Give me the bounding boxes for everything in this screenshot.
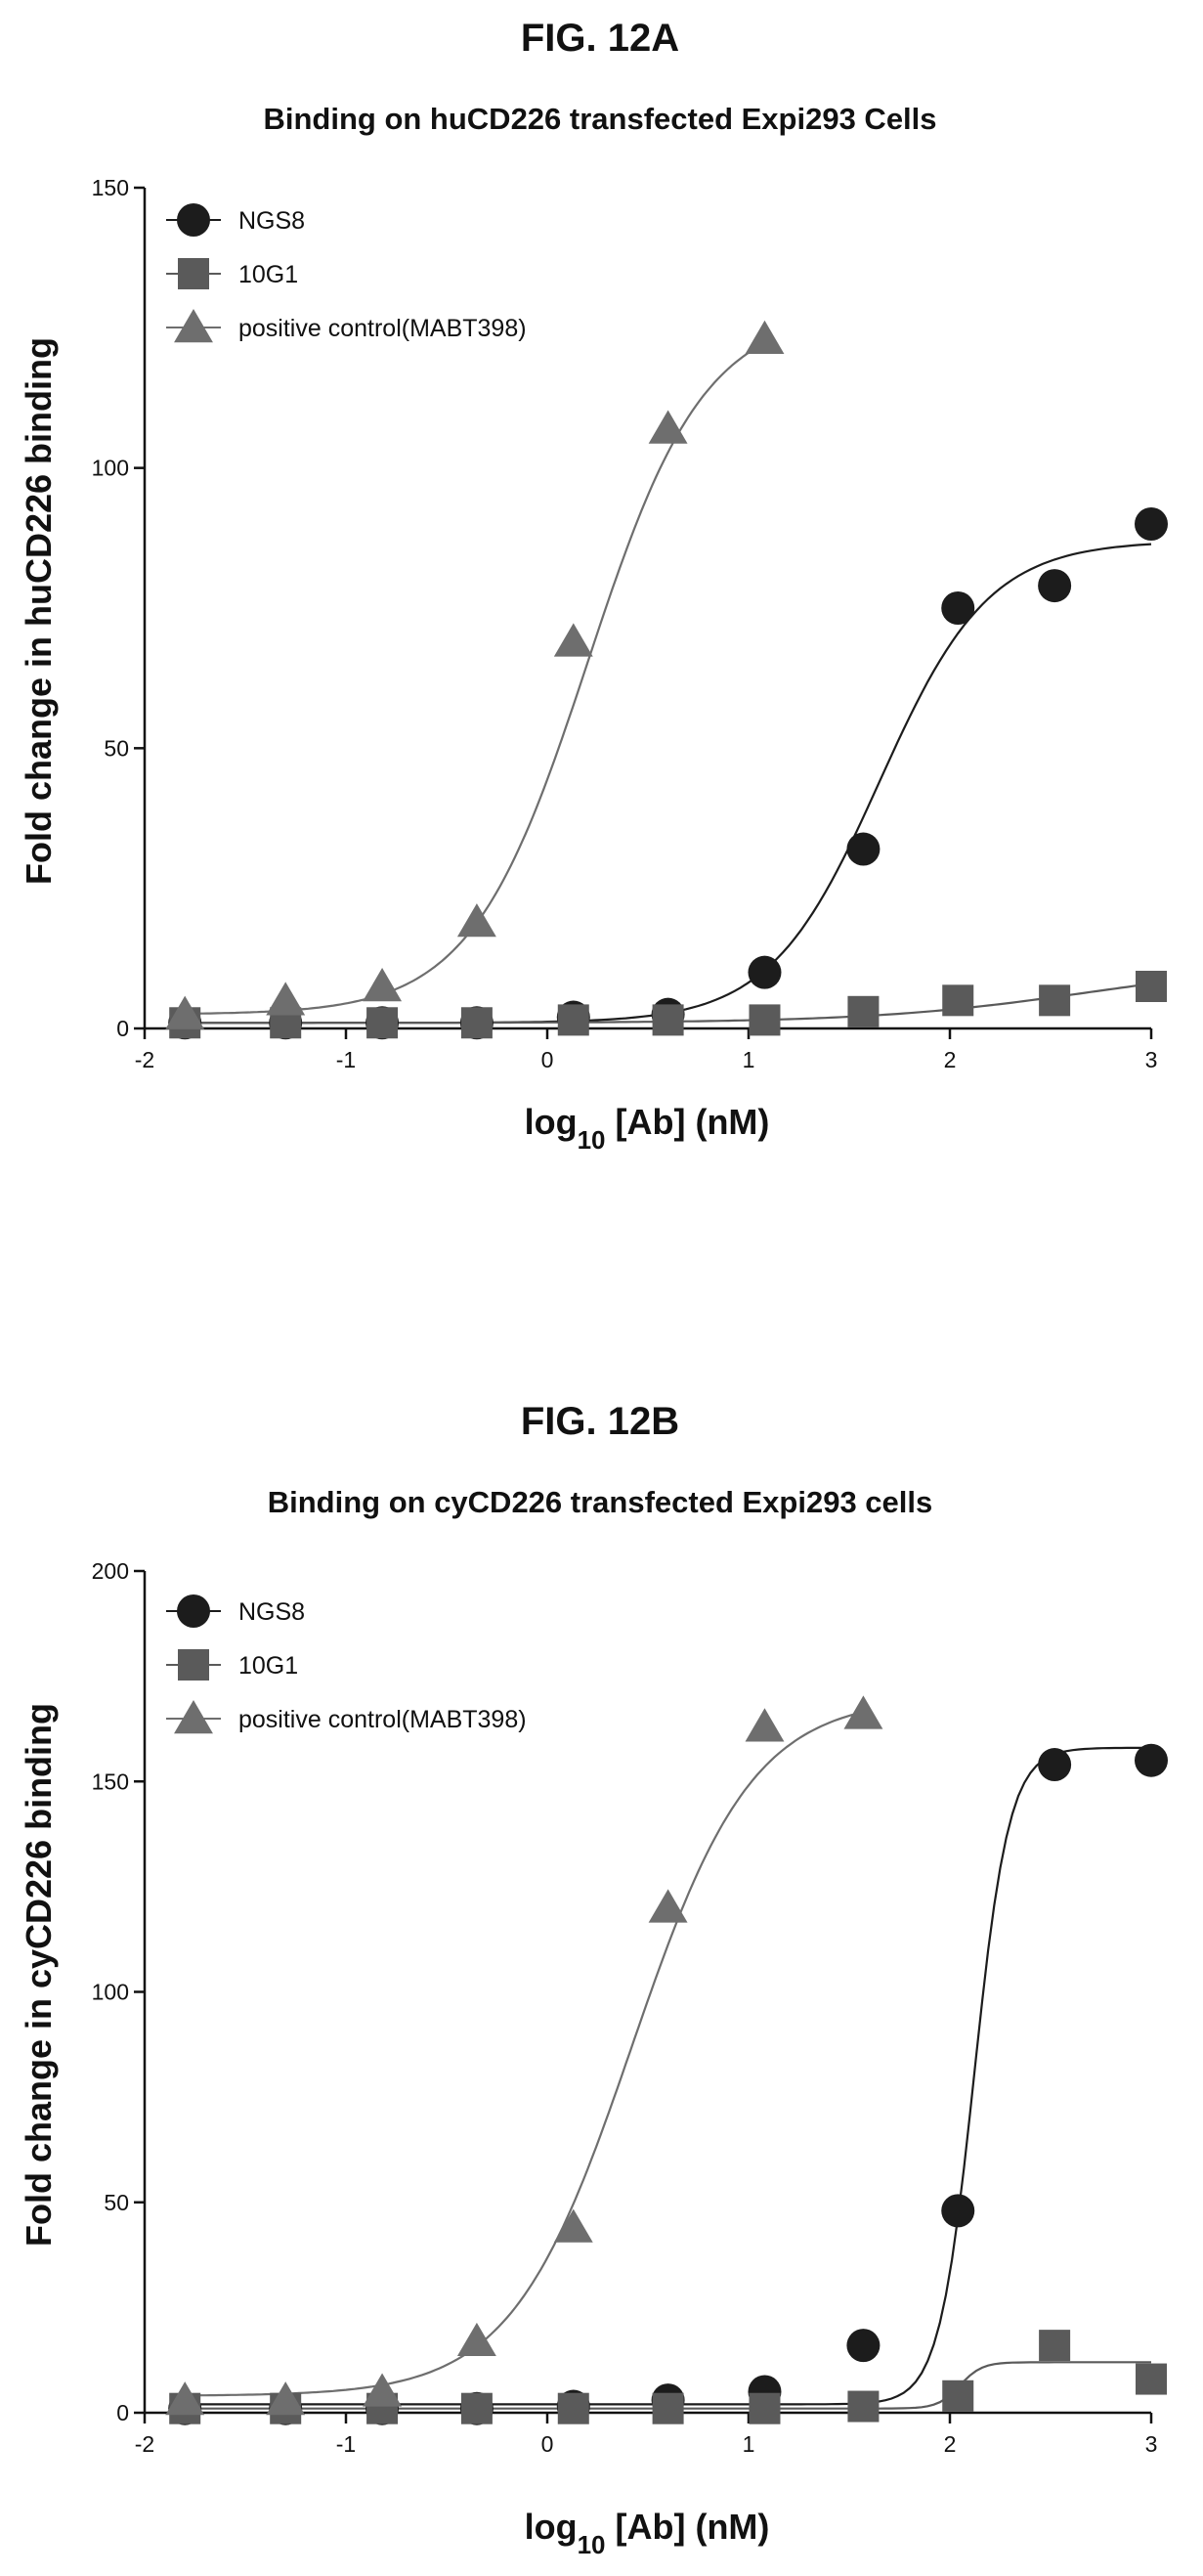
data-point-square xyxy=(557,2392,589,2424)
data-point-circle xyxy=(941,591,975,625)
data-point-square xyxy=(942,2380,974,2412)
x-axis-label-subscript: 10 xyxy=(578,1125,606,1155)
x-tick-label: 0 xyxy=(541,1047,554,1072)
chart-title: Binding on cyCD226 transfected Expi293 c… xyxy=(268,1485,933,1519)
data-point-circle xyxy=(1038,569,1072,603)
data-point-square xyxy=(460,1007,493,1039)
y-tick-label: 200 xyxy=(92,1558,129,1584)
y-tick-label: 150 xyxy=(92,175,129,200)
y-axis-label: Fold change in cyCD226 binding xyxy=(19,1703,59,2247)
x-tick-label: 3 xyxy=(1145,2431,1158,2457)
legend-label: NGS8 xyxy=(238,1598,305,1626)
legend-circle-icon xyxy=(177,1594,210,1628)
data-point-square xyxy=(749,2392,781,2424)
legend-label: 10G1 xyxy=(238,261,298,288)
y-tick-label: 0 xyxy=(116,2400,129,2425)
data-point-circle xyxy=(1135,507,1168,541)
legend-triangle-icon xyxy=(174,1700,213,1734)
data-point-square xyxy=(652,1004,684,1036)
x-axis-label-log: log xyxy=(525,2507,578,2547)
data-point-circle xyxy=(1038,1748,1072,1782)
data-point-square xyxy=(1136,971,1167,1002)
legend-square-icon xyxy=(178,1649,209,1681)
y-tick-label: 50 xyxy=(104,735,129,761)
y-tick-label: 100 xyxy=(92,456,129,481)
data-point-circle xyxy=(1135,1743,1168,1777)
chart-panel-12a: FIG. 12A Binding on huCD226 transfected … xyxy=(19,17,1168,1155)
y-axis-label: Fold change in huCD226 binding xyxy=(19,337,59,885)
legend-label: NGS8 xyxy=(238,207,305,235)
fit-curve-0 xyxy=(185,543,1152,1025)
data-point-square xyxy=(557,1004,589,1036)
fit-curve-2 xyxy=(185,1711,864,2397)
x-axis-label: log10 [Ab] (nM) xyxy=(525,1102,770,1155)
figure-label: FIG. 12B xyxy=(521,1400,679,1443)
x-tick-label: 0 xyxy=(541,2431,554,2457)
plot-area: 0 50 100 150 -2 -1 0 1 2 3 NGS8 10G1 positive contro… xyxy=(92,175,1168,1072)
x-tick-label: -2 xyxy=(135,1047,154,1072)
data-point-square xyxy=(1039,2330,1071,2362)
legend-square-icon xyxy=(178,258,209,289)
x-tick-label: -1 xyxy=(336,2431,356,2457)
chart-panel-12b: FIG. 12B Binding on cyCD226 transfected … xyxy=(19,1400,1168,2559)
data-point-triangle xyxy=(363,2373,403,2407)
data-point-triangle xyxy=(266,2381,306,2416)
data-point-triangle xyxy=(165,2381,205,2416)
data-point-triangle xyxy=(648,410,688,444)
plot-area: 0 50 100 150 200 -2 -1 0 1 2 3 NGS8 10G1 positive con… xyxy=(92,1558,1168,2457)
legend-label: positive control(MABT398) xyxy=(238,315,527,342)
figure-label: FIG. 12A xyxy=(521,17,679,60)
x-tick-label: 1 xyxy=(743,2431,755,2457)
x-tick-label: 3 xyxy=(1145,1047,1158,1072)
chart-title: Binding on huCD226 transfected Expi293 C… xyxy=(263,102,936,136)
y-tick-label: 50 xyxy=(104,2190,129,2215)
data-point-triangle xyxy=(745,1708,785,1742)
x-tick-label: 2 xyxy=(944,1047,957,1072)
x-axis-label-log: log xyxy=(525,1102,578,1142)
data-point-triangle xyxy=(363,968,403,1002)
legend-triangle-icon xyxy=(174,309,213,343)
legend-label: 10G1 xyxy=(238,1652,298,1680)
fit-curve-0 xyxy=(185,1746,1151,2406)
data-point-circle xyxy=(846,2329,881,2363)
data-point-triangle xyxy=(648,1889,688,1923)
data-point-triangle xyxy=(165,995,205,1029)
data-point-triangle xyxy=(745,320,785,354)
x-axis-label-subscript: 10 xyxy=(578,2530,606,2559)
data-point-square xyxy=(1039,984,1071,1017)
data-point-square xyxy=(1136,2363,1167,2395)
y-tick-label: 150 xyxy=(92,1768,129,1794)
legend-circle-icon xyxy=(177,203,210,237)
data-point-square xyxy=(847,2390,880,2423)
data-point-circle xyxy=(941,2194,975,2228)
x-axis-label-rest: [Ab] (nM) xyxy=(605,2507,769,2547)
x-axis-label-rest: [Ab] (nM) xyxy=(605,1102,769,1142)
y-tick-label: 100 xyxy=(92,1980,129,2005)
x-tick-label: -2 xyxy=(135,2431,154,2457)
data-point-square xyxy=(460,2392,493,2424)
data-point-triangle xyxy=(843,1695,883,1729)
data-point-square xyxy=(652,2392,684,2424)
data-point-triangle xyxy=(456,903,496,938)
data-point-triangle xyxy=(553,2208,593,2243)
data-point-square xyxy=(366,1007,399,1039)
data-point-square xyxy=(749,1004,781,1036)
data-point-square xyxy=(942,984,974,1017)
data-point-circle xyxy=(846,832,881,866)
x-tick-label: -1 xyxy=(336,1047,356,1072)
data-point-square xyxy=(847,995,880,1027)
y-tick-label: 0 xyxy=(116,1016,129,1041)
x-tick-label: 1 xyxy=(743,1047,755,1072)
data-point-circle xyxy=(748,955,782,989)
x-tick-label: 2 xyxy=(944,2431,957,2457)
data-point-triangle xyxy=(456,2322,496,2357)
data-point-triangle xyxy=(266,982,306,1016)
legend-label: positive control(MABT398) xyxy=(238,1706,527,1733)
data-point-triangle xyxy=(553,623,593,657)
x-axis-label: log10 [Ab] (nM) xyxy=(525,2507,770,2559)
